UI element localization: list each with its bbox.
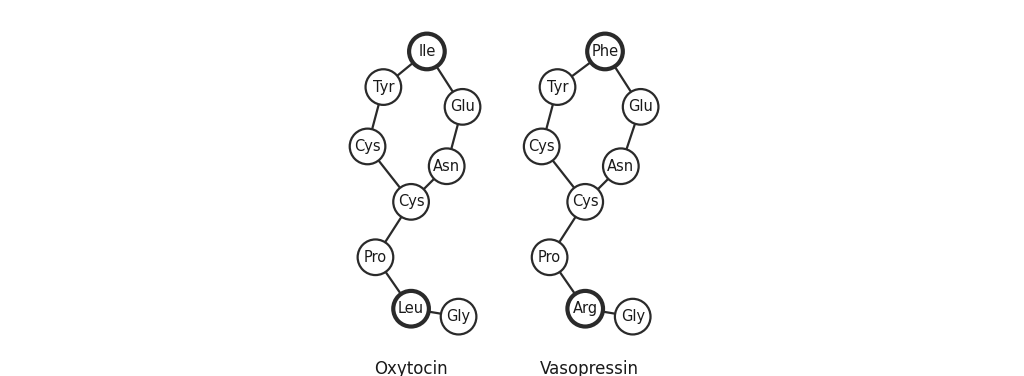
- Text: Glu: Glu: [628, 99, 653, 114]
- Text: Gly: Gly: [621, 309, 645, 324]
- Circle shape: [567, 184, 603, 220]
- Circle shape: [531, 240, 567, 275]
- Text: Cys: Cys: [528, 139, 555, 154]
- Circle shape: [614, 299, 650, 334]
- Text: Tyr: Tyr: [373, 80, 394, 95]
- Text: Pro: Pro: [364, 250, 387, 265]
- Circle shape: [540, 69, 575, 105]
- Text: Glu: Glu: [451, 99, 475, 114]
- Text: Asn: Asn: [607, 159, 635, 174]
- Circle shape: [393, 291, 429, 326]
- Text: Arg: Arg: [572, 301, 598, 316]
- Circle shape: [444, 89, 480, 125]
- Text: Pro: Pro: [538, 250, 561, 265]
- Text: Cys: Cys: [572, 194, 599, 209]
- Circle shape: [440, 299, 476, 334]
- Text: Tyr: Tyr: [547, 80, 568, 95]
- Text: Ile: Ile: [418, 44, 435, 59]
- Circle shape: [410, 33, 444, 69]
- Circle shape: [366, 69, 401, 105]
- Circle shape: [350, 129, 385, 164]
- Text: Asn: Asn: [433, 159, 460, 174]
- Circle shape: [567, 291, 603, 326]
- Text: Leu: Leu: [398, 301, 424, 316]
- Circle shape: [587, 33, 623, 69]
- Circle shape: [357, 240, 393, 275]
- Text: Cys: Cys: [397, 194, 424, 209]
- Text: Oxytocin: Oxytocin: [374, 360, 447, 376]
- Circle shape: [393, 184, 429, 220]
- Text: Vasopressin: Vasopressin: [540, 360, 639, 376]
- Circle shape: [429, 149, 465, 184]
- Text: Phe: Phe: [592, 44, 618, 59]
- Circle shape: [623, 89, 658, 125]
- Text: Cys: Cys: [354, 139, 381, 154]
- Circle shape: [524, 129, 559, 164]
- Circle shape: [603, 149, 639, 184]
- Text: Gly: Gly: [446, 309, 471, 324]
